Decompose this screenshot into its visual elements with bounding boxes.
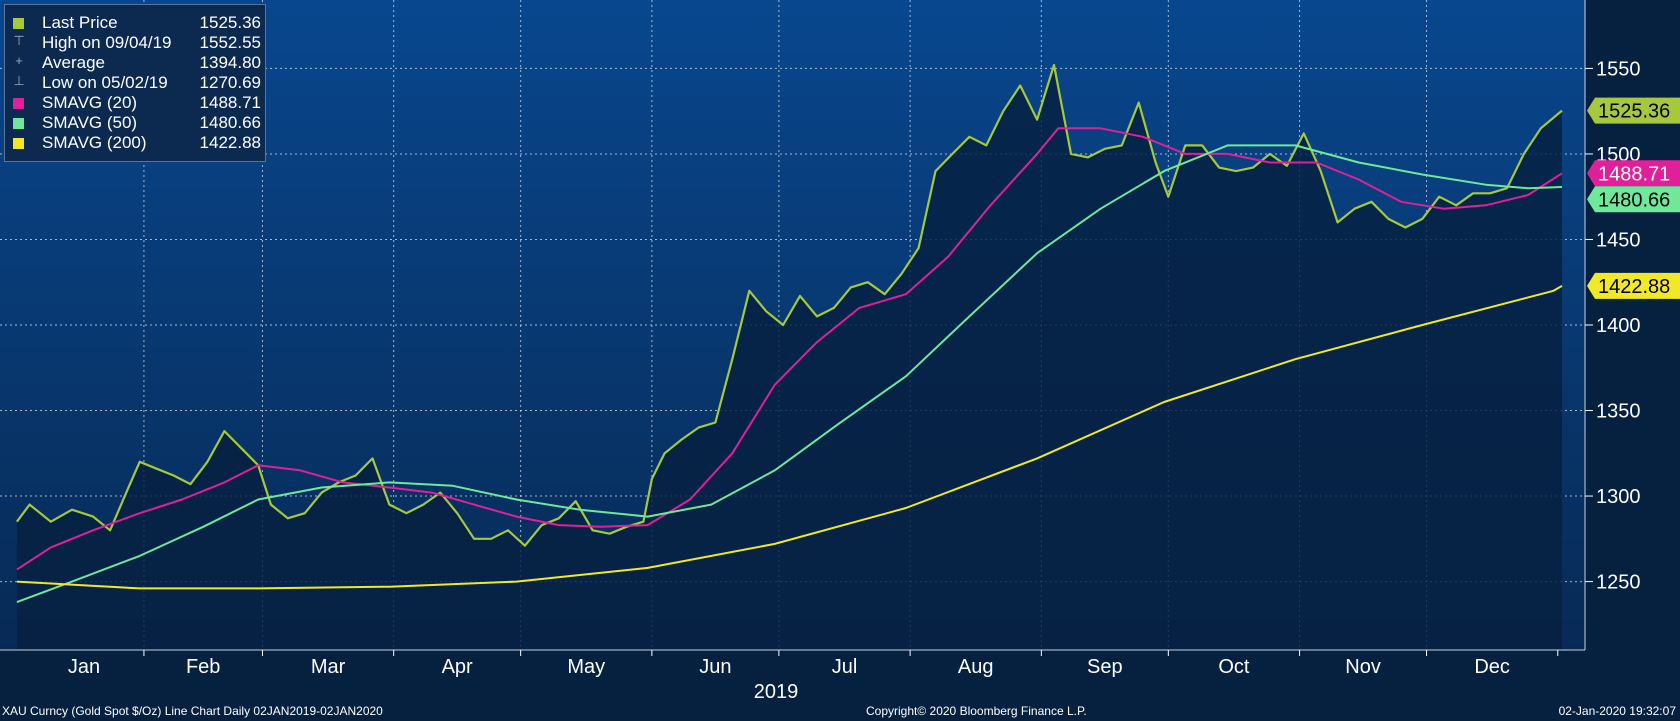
x-tick-label: May	[567, 656, 605, 678]
legend-row-last-price: Last Price 1525.36	[9, 13, 263, 33]
legend-row-smavg-50: SMAVG (50) 1480.66	[9, 113, 263, 133]
legend: Last Price 1525.36 ⊤ High on 09/04/19 15…	[4, 4, 266, 162]
x-tick-label: Dec	[1474, 656, 1510, 678]
price-area	[16, 65, 1562, 650]
axis-tag-label: 1480.66	[1598, 189, 1670, 211]
legend-label: SMAVG (200)	[42, 133, 147, 152]
axis-tag-label: 1422.88	[1598, 276, 1670, 298]
x-tick-label: Nov	[1345, 656, 1381, 678]
legend-row-average: + Average 1394.80	[9, 53, 263, 73]
x-tick-label: Apr	[442, 656, 473, 678]
legend-label: Last Price	[42, 13, 118, 32]
legend-swatch	[13, 18, 24, 29]
series-lines	[16, 63, 1563, 604]
x-tick-label: Jan	[68, 656, 100, 678]
axis-value-tags: 1525.36 1488.71 1480.66 1422.88	[1587, 97, 1680, 299]
axis-tag-background	[1587, 272, 1680, 299]
y-tick-label: 1250	[1596, 572, 1641, 594]
legend-value: 1270.69	[199, 73, 261, 92]
series-line-smavg-50	[16, 144, 1563, 604]
footer-description: XAU Curncy (Gold Spot $/Oz) Line Chart D…	[2, 704, 383, 718]
legend-row-low: ⊥ Low on 05/02/19 1270.69	[9, 73, 263, 93]
footer-copyright: Copyright© 2020 Bloomberg Finance L.P.	[866, 704, 1087, 718]
axis-tag-background	[1587, 186, 1680, 213]
series-line-smavg-20	[16, 127, 1563, 571]
legend-swatch	[13, 138, 24, 149]
legend-swatch	[13, 118, 24, 129]
legend-value: 1480.66	[199, 113, 261, 132]
y-tick-label: 1350	[1596, 401, 1641, 423]
legend-value: 1525.36	[199, 13, 261, 32]
axis-tag-background	[1587, 160, 1680, 187]
x-tick-label: Oct	[1218, 656, 1250, 678]
x-tick-label: Jun	[699, 656, 731, 678]
y-tick-label: 1400	[1596, 315, 1641, 337]
x-tick-label: Aug	[958, 656, 994, 678]
x-axis: Jan Feb Mar Apr May Jun Jul Aug Sep Oct Nov Dec	[68, 650, 1559, 678]
axis-tag-label: 1488.71	[1598, 163, 1670, 185]
area-fill-last-price	[16, 65, 1562, 650]
legend-value: 1394.80	[199, 53, 261, 72]
legend-row-high: ⊤ High on 09/04/19 1552.55	[9, 33, 263, 53]
axis-tag-label: 1525.36	[1598, 101, 1670, 123]
legend-label: High on 09/04/19	[42, 33, 172, 52]
y-tick-label: 1450	[1596, 229, 1641, 251]
low-marker-icon: ⊥	[13, 73, 25, 88]
axis-tag-background	[1587, 97, 1680, 124]
high-marker-icon: ⊤	[13, 33, 25, 48]
average-marker-icon: +	[15, 53, 23, 68]
legend-value: 1552.55	[199, 33, 261, 52]
x-tick-label: Jul	[832, 656, 858, 678]
series-line-last-price	[16, 63, 1563, 547]
legend-row-smavg-20: SMAVG (20) 1488.71	[9, 93, 263, 113]
x-tick-label: Sep	[1087, 656, 1123, 678]
legend-label: Average	[42, 53, 106, 72]
y-tick-label: 1550	[1596, 58, 1641, 80]
legend-label: SMAVG (50)	[42, 113, 138, 132]
legend-label: SMAVG (20)	[42, 93, 138, 112]
series-line-smavg-200	[16, 285, 1563, 590]
legend-row-smavg-200: SMAVG (200) 1422.88	[9, 133, 263, 153]
y-tick-label: 1300	[1596, 486, 1641, 508]
footer-timestamp: 02-Jan-2020 19:32:07	[1558, 704, 1676, 718]
x-tick-label: Mar	[311, 656, 346, 678]
legend-value: 1488.71	[199, 93, 261, 112]
x-axis-title: 2019	[754, 681, 799, 703]
legend-label: Low on 05/02/19	[42, 73, 168, 92]
x-tick-label: Feb	[186, 656, 220, 678]
legend-value: 1422.88	[199, 133, 261, 152]
legend-swatch	[13, 98, 24, 109]
